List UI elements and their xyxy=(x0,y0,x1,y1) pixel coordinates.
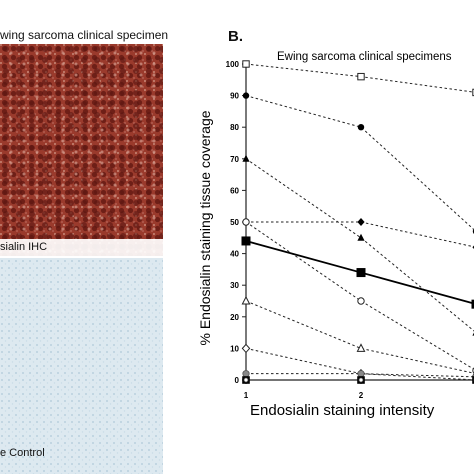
data-point xyxy=(241,295,251,305)
data-point xyxy=(357,297,365,305)
data-point xyxy=(241,343,251,354)
data-point xyxy=(472,376,474,384)
x-axis-label: Endosialin staining intensity xyxy=(250,402,435,419)
left-panel-header: wing sarcoma clinical specimen xyxy=(0,28,169,42)
y-tick-label: 50 xyxy=(230,218,239,227)
y-tick-label: 0 xyxy=(235,376,240,385)
data-point xyxy=(242,60,250,68)
series-line xyxy=(245,300,474,374)
series-line xyxy=(245,158,474,332)
data-point xyxy=(358,377,364,383)
negative-control-label: e Control xyxy=(0,447,45,459)
data-point xyxy=(472,88,474,97)
x-tick-label: 1 xyxy=(244,391,249,400)
data-point xyxy=(242,92,250,99)
data-point xyxy=(242,370,250,378)
y-tick-label: 100 xyxy=(226,60,240,69)
data-point xyxy=(243,377,249,383)
ihc-stain-label: sialin IHC xyxy=(0,239,163,256)
y-tick-label: 70 xyxy=(230,155,239,164)
data-point xyxy=(357,370,365,378)
series-line xyxy=(246,221,474,248)
series-line xyxy=(245,221,474,370)
y-tick-label: 90 xyxy=(230,92,239,101)
y-tick-label: 40 xyxy=(230,250,239,259)
y-tick-label: 60 xyxy=(230,186,239,195)
chart-title: Ewing sarcoma clinical specimens xyxy=(277,51,452,63)
data-point xyxy=(357,72,365,81)
data-point xyxy=(242,218,250,226)
ihc-micrograph-image xyxy=(0,44,163,256)
y-tick-label: 80 xyxy=(230,123,239,132)
data-point xyxy=(242,154,250,162)
mean-point xyxy=(471,299,474,309)
data-point xyxy=(357,218,365,226)
mean-point xyxy=(356,268,366,278)
coverage-vs-intensity-chart: Ewing sarcoma clinical specimens % Endos… xyxy=(197,51,474,419)
negative-control-image xyxy=(0,258,163,474)
series-line xyxy=(245,95,474,231)
y-tick-label: 20 xyxy=(230,313,239,322)
y-axis-label: % Endosialin staining tissue coverage xyxy=(197,110,213,345)
y-tick-label: 10 xyxy=(230,344,239,353)
mean-point xyxy=(241,236,251,246)
data-point xyxy=(357,124,365,131)
y-tick-label: 30 xyxy=(230,281,239,290)
data-point xyxy=(357,233,365,241)
data-point xyxy=(356,343,366,352)
x-tick-label: 2 xyxy=(359,391,364,400)
panel-label: B. xyxy=(228,28,243,45)
